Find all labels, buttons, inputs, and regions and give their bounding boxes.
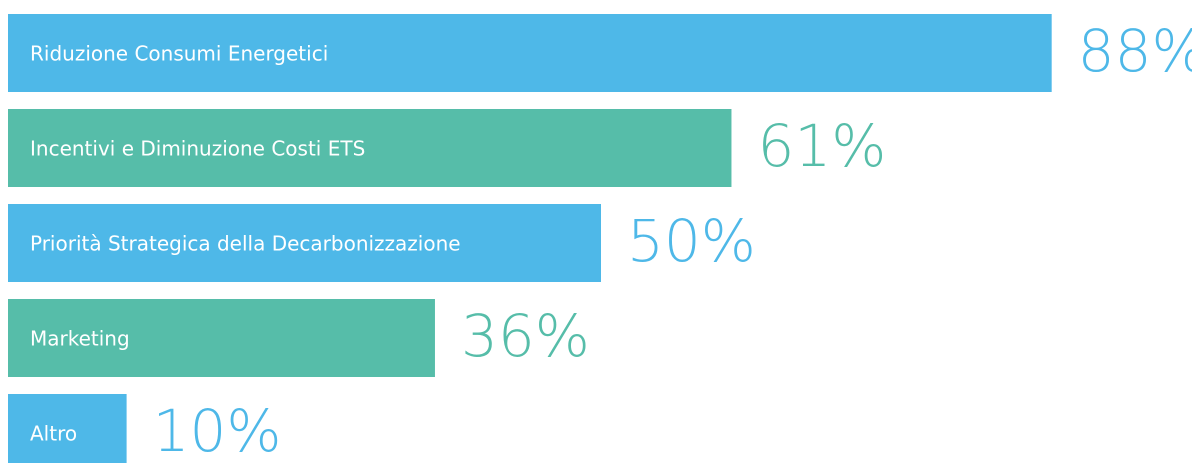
value-label: 36% (461, 302, 590, 370)
value-label: 61% (757, 112, 886, 180)
bar (8, 299, 435, 377)
bar-label: Marketing (30, 327, 130, 351)
bar (8, 204, 601, 282)
bar (8, 14, 1052, 92)
bar (8, 394, 127, 463)
bar (8, 109, 732, 187)
bar-label: Incentivi e Diminuzione Costi ETS (30, 137, 365, 161)
value-label: 50% (627, 207, 756, 275)
bar-label: Altro (30, 422, 77, 446)
value-label: 88% (1078, 17, 1192, 85)
bar-label: Priorità Strategica della Decarbonizzazi… (30, 232, 461, 256)
bar-label: Riduzione Consumi Energetici (30, 42, 328, 66)
value-label: 10% (153, 397, 282, 463)
